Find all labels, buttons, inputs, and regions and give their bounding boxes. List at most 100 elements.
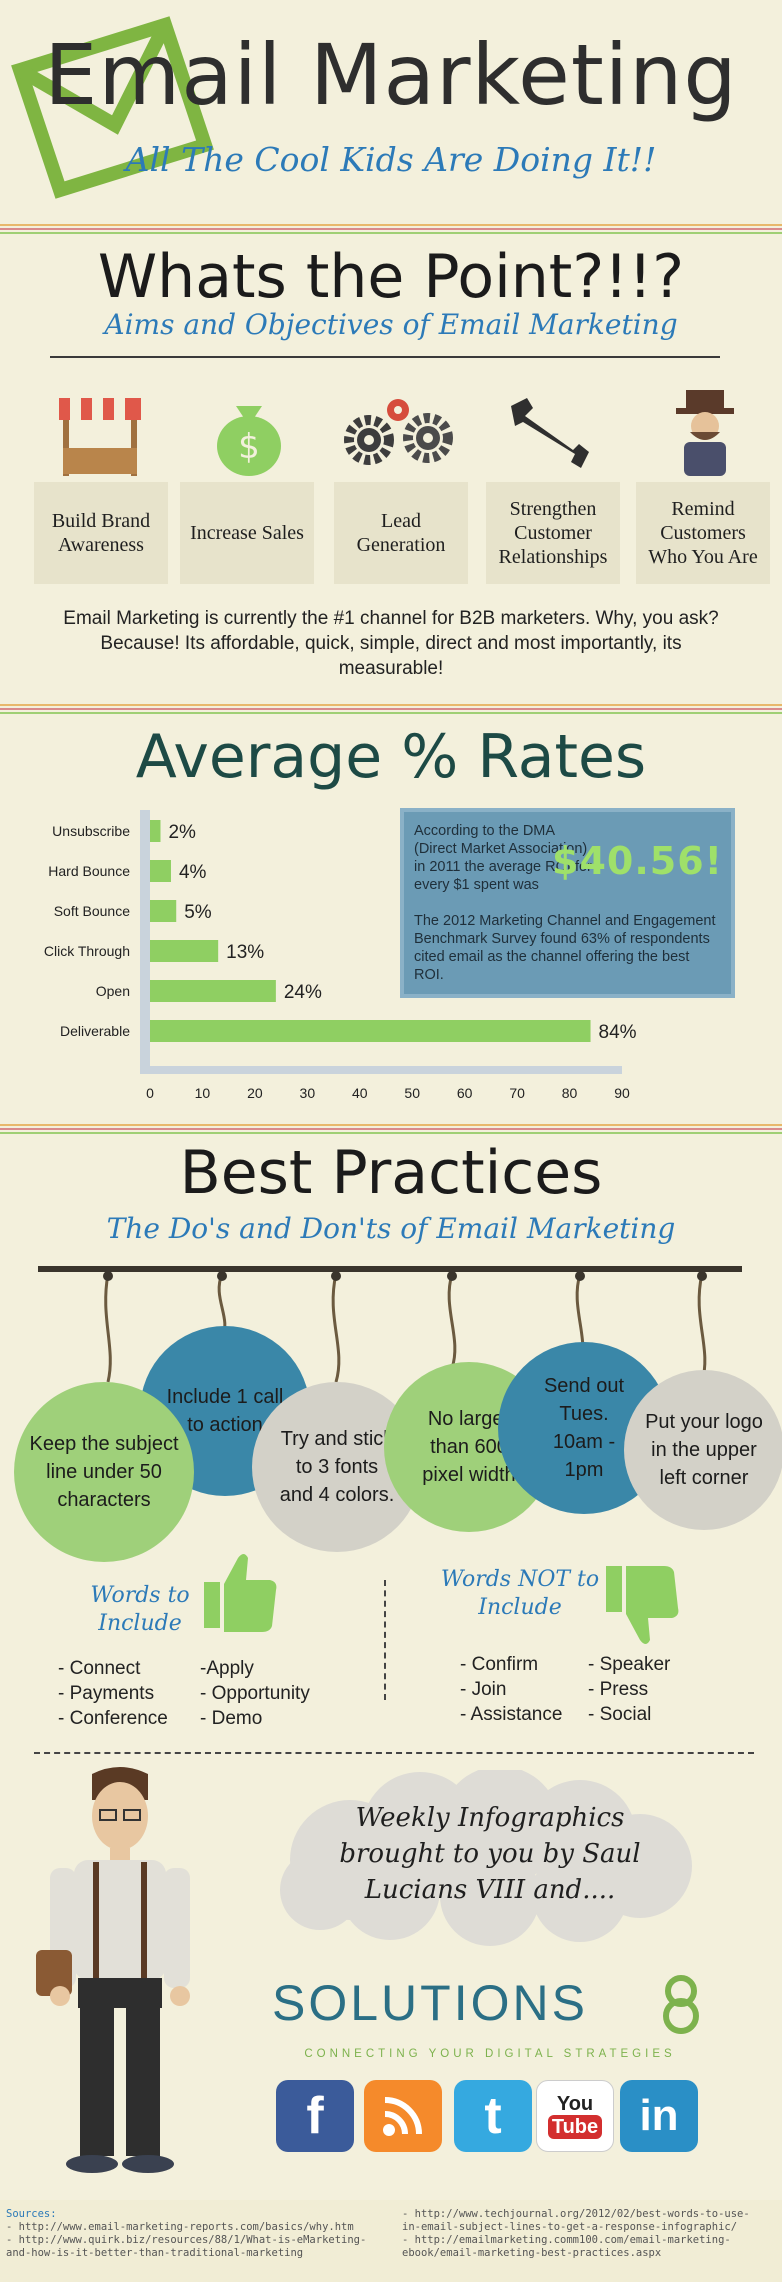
linkedin-icon[interactable]: in <box>620 2080 698 2152</box>
sources-label: Sources: <box>6 2208 57 2220</box>
tick-label: 10 <box>195 1085 211 1101</box>
category-label: Deliverable <box>60 1023 130 1039</box>
source-link[interactable]: in-email-subject-lines-to-get-a-response… <box>402 2221 738 2233</box>
tip-text: Put your logo in the upper left corner <box>645 1411 763 1489</box>
tip-text: Send out Tues. 10am - 1pm <box>543 1375 625 1481</box>
aims-title: Whats the Point?!!? <box>97 242 685 312</box>
survey-text: The 2012 Marketing Channel and Engagemen… <box>414 913 716 983</box>
roi-amount: $40.56! <box>552 839 723 883</box>
market-stall-icon <box>59 398 141 476</box>
tick-label: 80 <box>562 1085 578 1101</box>
rss-icon[interactable] <box>364 2080 442 2152</box>
aim-label: Increase Sales <box>180 482 314 584</box>
aim-label: Lead Generation <box>334 482 468 584</box>
aim-label: Build Brand Awareness <box>34 482 168 584</box>
word-item: - Assistance <box>460 1704 563 1725</box>
practices-title: Best Practices <box>179 1138 603 1208</box>
word-item: - Payments <box>58 1683 155 1704</box>
gears-icon <box>344 399 453 465</box>
word-item: - Conference <box>58 1708 168 1729</box>
divider <box>0 704 782 716</box>
words-include-title: Words to Include <box>90 1583 190 1636</box>
sources-right: - http://www.techjournal.org/2012/02/bes… <box>402 2208 750 2260</box>
word-item: -Apply <box>200 1658 254 1679</box>
hanging-strings <box>103 1271 707 1383</box>
facebook-icon[interactable]: f <box>276 2080 354 2152</box>
source-link[interactable]: - http://www.email-marketing-reports.com… <box>6 2221 354 2233</box>
thumbs-up-icon <box>204 1554 277 1632</box>
words-exclude-title: Words NOT to Include <box>440 1567 600 1620</box>
tip-text: Include 1 call to action <box>166 1386 284 1436</box>
word-item: - Join <box>460 1679 507 1700</box>
brand-name: SOLUTIONS <box>272 1975 588 2031</box>
tick-label: 70 <box>509 1085 525 1101</box>
value-label: 4% <box>179 862 207 883</box>
word-item: - Demo <box>200 1708 263 1729</box>
word-item: - Press <box>588 1679 649 1700</box>
wrench-icon <box>511 398 589 468</box>
aim-label: Strengthen Customer Relationships <box>486 482 620 584</box>
source-link[interactable]: and-how-is-it-better-than-traditional-ma… <box>6 2247 304 2259</box>
divider <box>34 1752 754 1754</box>
source-link[interactable]: - http://www.techjournal.org/2012/02/bes… <box>402 2208 750 2220</box>
value-label: 24% <box>284 982 322 1003</box>
bar <box>150 940 219 962</box>
exclude-list-1: - Confirm - Join - Assistance <box>460 1652 562 1727</box>
include-list-2: -Apply - Opportunity - Demo <box>200 1656 310 1731</box>
speech-cloud <box>280 1770 692 1946</box>
money-bag-icon: $ <box>217 406 281 476</box>
word-item: - Confirm <box>460 1654 539 1675</box>
roi-info-box: According to the DMA (Direct Market Asso… <box>400 808 735 998</box>
source-link[interactable]: - http://emailmarketing.comm100.com/emai… <box>402 2234 731 2246</box>
divider <box>0 1124 782 1136</box>
divider <box>0 224 782 236</box>
y-axis-band <box>140 810 150 1066</box>
category-label: Open <box>96 983 130 999</box>
aims-description: Email Marketing is currently the #1 chan… <box>63 608 719 679</box>
column-divider <box>384 1580 386 1700</box>
word-item: - Speaker <box>588 1654 671 1675</box>
tick-label: 40 <box>352 1085 368 1101</box>
tick-label: 60 <box>457 1085 473 1101</box>
hanging-rod <box>38 1266 742 1272</box>
value-label: 5% <box>184 902 212 923</box>
category-label: Soft Bounce <box>54 903 130 919</box>
envelope-icon <box>11 16 214 199</box>
exclude-list-2: - Speaker - Press - Social <box>588 1652 670 1727</box>
thumbs-down-icon <box>606 1566 679 1644</box>
tick-label: 50 <box>404 1085 420 1101</box>
rates-bar-chart: Unsubscribe 2% Hard Bounce 4% Soft Bounce 5% C… <box>44 810 637 1101</box>
source-link[interactable]: ebook/email-marketing-best-practices.asp… <box>402 2247 662 2259</box>
aim-label: Remind Customers Who You Are <box>636 482 770 584</box>
twitter-icon[interactable]: t <box>454 2080 532 2152</box>
roi-text: According to the DMA (Direct Market Asso… <box>414 823 592 893</box>
divider <box>50 356 720 358</box>
bar <box>150 900 177 922</box>
hipster-man-illustration <box>36 1767 190 2173</box>
category-label: Unsubscribe <box>52 823 130 839</box>
brand-tagline: CONNECTING YOUR DIGITAL STRATEGIES <box>304 2048 676 2060</box>
svg-text:$: $ <box>238 427 260 467</box>
word-item: - Social <box>588 1704 652 1725</box>
include-list-1: - Connect - Payments - Conference <box>58 1656 168 1731</box>
page-title: Email Marketing <box>44 26 738 124</box>
practices-subtitle: The Do's and Don'ts of Email Marketing <box>106 1212 676 1245</box>
tip-text: Keep the subject line under 50 character… <box>29 1433 179 1511</box>
cloud-text: Weekly Infographics brought to you by Sa… <box>339 1803 641 1905</box>
bar <box>150 1020 591 1042</box>
rates-title: Average % Rates <box>135 722 647 792</box>
tick-label: 30 <box>300 1085 316 1101</box>
bar <box>150 980 276 1002</box>
tick-label: 0 <box>146 1085 154 1101</box>
value-label: 13% <box>226 942 264 963</box>
source-link[interactable]: - http://www.quirk.biz/resources/88/1/Wh… <box>6 2234 367 2246</box>
tip-text: Try and stick to 3 fonts and 4 colors. <box>279 1428 395 1506</box>
word-item: - Connect <box>58 1658 141 1679</box>
value-label: 84% <box>599 1022 637 1043</box>
sources-left: Sources: - http://www.email-marketing-re… <box>6 2208 366 2260</box>
tip-text: No larger than 600 pixel width <box>422 1408 516 1486</box>
word-item: - Opportunity <box>200 1683 310 1704</box>
x-axis-band <box>140 1066 622 1074</box>
tick-label: 90 <box>614 1085 630 1101</box>
youtube-icon[interactable]: You Tube <box>536 2080 614 2152</box>
